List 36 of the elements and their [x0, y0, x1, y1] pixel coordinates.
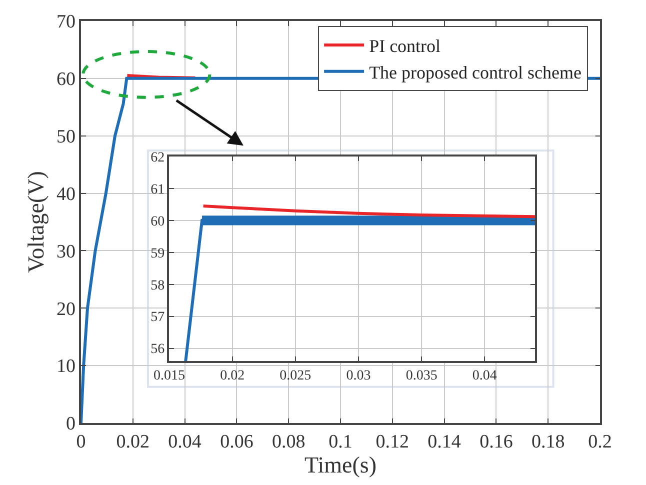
y-tick-label: 30	[56, 241, 76, 262]
y-tick-label: 58	[150, 278, 165, 294]
y-tick-label: 20	[56, 298, 76, 320]
x-tick-label: 0.03	[346, 368, 371, 384]
y-tick-label: 62	[150, 150, 165, 166]
x-tick-label: 0.18	[531, 432, 565, 453]
y-tick-label: 70	[56, 12, 76, 33]
line-series	[202, 204, 536, 218]
x-tick-label: 0.04	[472, 368, 497, 384]
x-tick-label: 0.2	[588, 432, 612, 453]
y-tick-label: 60	[150, 214, 165, 230]
x-tick-label: 0.015	[153, 368, 185, 384]
y-tick-label: 61	[150, 182, 165, 198]
x-tick-label: 0.08	[272, 432, 306, 453]
y-tick-label: 60	[56, 69, 76, 90]
x-tick-label: 0.14	[428, 432, 462, 453]
x-tick-label: 0.02	[116, 432, 150, 453]
x-tick-label: 0.04	[168, 432, 202, 453]
x-tick-label: 0.06	[220, 432, 254, 453]
y-axis-title: Voltage(V)	[23, 171, 48, 273]
x-tick-label: 0.035	[406, 368, 438, 384]
legend-label: The proposed control scheme	[369, 62, 582, 82]
y-tick-label: 50	[56, 126, 76, 148]
y-tick-label: 40	[56, 184, 76, 205]
x-axis-title: Time(s)	[304, 452, 376, 478]
x-tick-label: 0.025	[280, 368, 312, 384]
y-tick-label: 56	[150, 342, 165, 358]
x-tick-label: 0.12	[376, 432, 410, 453]
y-tick-label: 0	[66, 414, 76, 435]
y-tick-label: 57	[150, 310, 165, 326]
legend-label: PI control	[369, 36, 441, 56]
y-tick-label: 10	[56, 356, 76, 378]
x-tick-label: 0.1	[328, 432, 352, 453]
x-tick-label: 0.16	[480, 432, 513, 453]
y-tick-label: 59	[150, 246, 165, 262]
x-tick-label: 0.02	[220, 368, 245, 384]
